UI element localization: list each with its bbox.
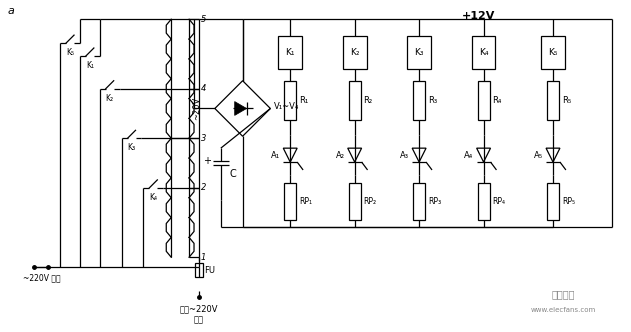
Text: 3: 3 [201,134,206,143]
Bar [547,183,559,219]
Text: 4: 4 [201,84,206,93]
Bar [478,183,490,219]
Bar [478,81,490,121]
Text: FU: FU [204,266,215,275]
Text: 2: 2 [201,183,206,192]
Text: K₃: K₃ [415,48,424,57]
Bar [284,183,296,219]
Bar [541,36,565,69]
Text: V₁~V₄: V₁~V₄ [274,102,300,111]
Bar [278,36,302,69]
Bar [195,263,203,277]
Bar [343,36,367,69]
Text: 5: 5 [201,15,206,24]
Text: K₂: K₂ [105,94,114,103]
Text: RP₁: RP₁ [299,197,312,206]
Text: A₅: A₅ [534,151,543,160]
Text: a: a [8,6,15,16]
Text: K₁: K₁ [285,48,295,57]
Bar [413,81,425,121]
Bar [472,36,495,69]
Text: +12V: +12V [462,11,495,21]
Text: A₁: A₁ [271,151,280,160]
Bar [407,36,431,69]
Text: RP₅: RP₅ [562,197,575,206]
Text: K₄: K₄ [479,48,488,57]
Text: C: C [230,169,237,179]
Text: R₅: R₅ [562,96,571,105]
Text: A₂: A₂ [336,151,345,160]
Text: RP₄: RP₄ [493,197,505,206]
Text: R₄: R₄ [493,96,502,105]
Text: R₃: R₃ [428,96,437,105]
Text: www.elecfans.com: www.elecfans.com [530,307,596,313]
Bar [284,81,296,121]
Text: K₅: K₅ [548,48,558,57]
Bar [349,81,361,121]
Text: K₃: K₃ [127,143,136,152]
Bar [349,183,361,219]
Text: ~220V 输出: ~220V 输出 [23,273,60,282]
Text: R₂: R₂ [363,96,373,105]
Text: A₃: A₃ [400,151,410,160]
Text: +: + [203,156,211,166]
Text: 1: 1 [201,253,206,262]
Polygon shape [235,102,247,116]
Text: RP₃: RP₃ [428,197,441,206]
Text: A₄: A₄ [464,151,474,160]
Bar [413,183,425,219]
Text: 电子发发: 电子发发 [551,289,575,299]
Text: R₁: R₁ [299,96,309,105]
Text: ~20V: ~20V [192,97,201,120]
Bar [547,81,559,121]
Text: K₅: K₅ [66,48,74,57]
Text: K₂: K₂ [350,48,360,57]
Text: 市电~220V
输入: 市电~220V 输入 [180,305,218,324]
Text: RP₂: RP₂ [363,197,377,206]
Text: K₁: K₁ [86,61,94,70]
Text: K₄: K₄ [150,193,157,202]
